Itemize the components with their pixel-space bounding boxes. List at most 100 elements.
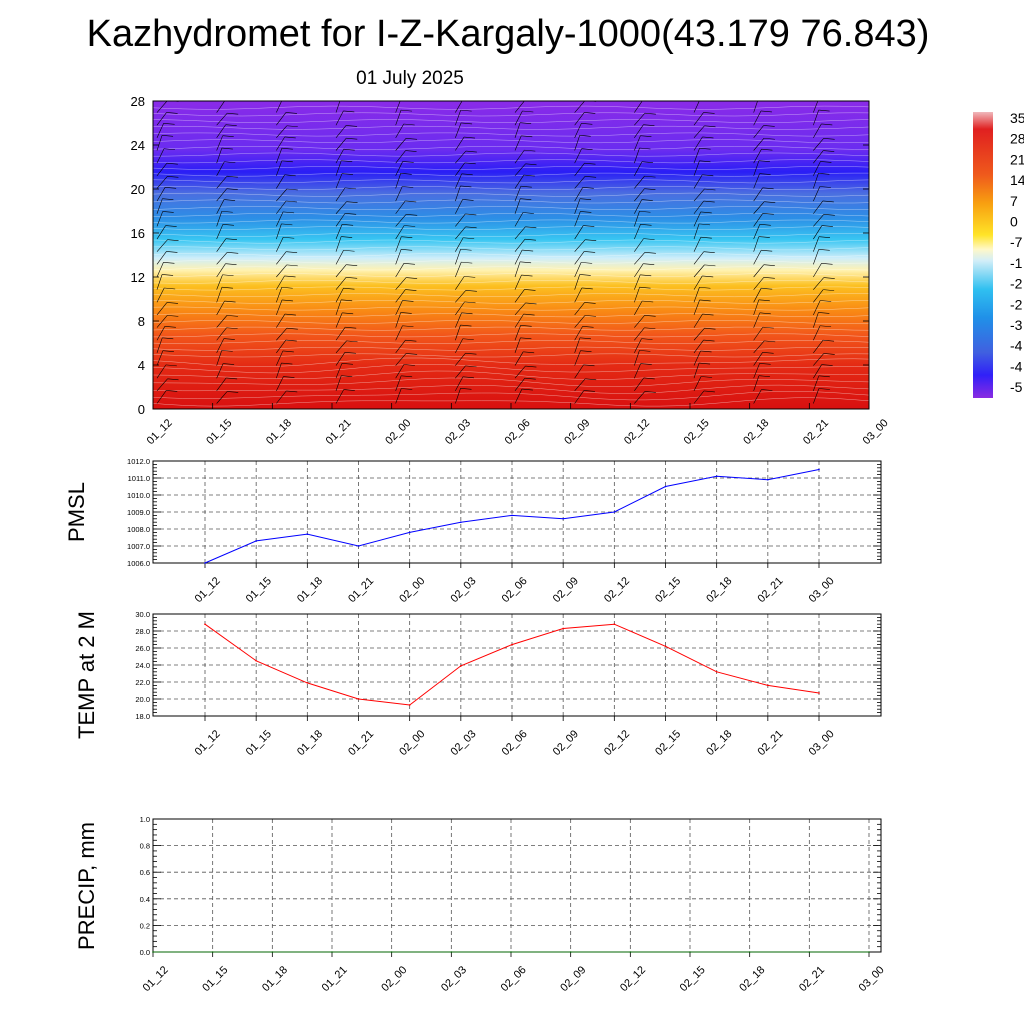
wind-barb bbox=[216, 252, 239, 265]
wind-barb bbox=[813, 353, 835, 366]
wind-barb-flag bbox=[878, 249, 889, 250]
wind-barb-flag bbox=[165, 225, 177, 227]
wind-barb-flag bbox=[166, 162, 178, 165]
wind-barb-flag bbox=[284, 313, 296, 316]
wind-barb-flag bbox=[284, 275, 296, 278]
wind-barb-flag bbox=[343, 389, 355, 391]
wind-barb-flag bbox=[283, 98, 294, 99]
wind-barb-flag bbox=[285, 112, 297, 114]
wind-barb-staff bbox=[335, 148, 344, 164]
wind-barb-staff bbox=[813, 110, 819, 126]
colorbar-ramp bbox=[973, 112, 993, 398]
wind-barb-staff bbox=[514, 351, 524, 366]
wind-barb bbox=[753, 375, 770, 391]
wind-barb-staff bbox=[693, 299, 700, 316]
wind-barb-staff bbox=[276, 223, 282, 240]
wind-barb-flag bbox=[343, 249, 355, 252]
wind-barb bbox=[574, 176, 597, 189]
wind-barb-staff bbox=[276, 237, 284, 252]
colorbar-label: 35 bbox=[1010, 110, 1024, 126]
wind-barb bbox=[156, 262, 175, 278]
wind-barb-flag bbox=[762, 352, 774, 354]
wind-barb-staff bbox=[216, 101, 225, 113]
wind-barb bbox=[395, 172, 412, 189]
wind-barb-staff bbox=[216, 350, 223, 366]
wind-barb bbox=[335, 125, 358, 139]
wind-barb bbox=[753, 201, 776, 214]
wind-barb-flag bbox=[699, 160, 711, 163]
pmsl-x-tick-label: 02_03 bbox=[448, 575, 478, 605]
wind-barb bbox=[813, 325, 832, 341]
pmsl-data-point bbox=[715, 475, 718, 478]
wind-barb bbox=[395, 289, 417, 303]
wind-barb bbox=[395, 236, 413, 252]
wind-barb-staff bbox=[873, 199, 880, 213]
contour-line bbox=[153, 353, 869, 358]
profile-y-tick-label: 28 bbox=[131, 94, 145, 109]
wind-barb bbox=[156, 211, 174, 227]
wind-barb bbox=[276, 251, 298, 265]
wind-barb-flag bbox=[639, 147, 651, 150]
wind-barb bbox=[873, 238, 892, 252]
wind-barb-flag bbox=[644, 188, 656, 191]
wind-barb bbox=[813, 375, 830, 391]
wind-barb-staff bbox=[634, 287, 640, 303]
wind-barb-flag bbox=[879, 313, 890, 314]
wind-barb bbox=[574, 135, 591, 151]
pmsl-data-point bbox=[767, 478, 769, 481]
wind-barb-staff bbox=[276, 264, 287, 278]
wind-barb-staff bbox=[813, 375, 820, 391]
wind-barb bbox=[514, 302, 537, 316]
wind-barb-staff bbox=[634, 135, 641, 151]
wind-barb-flag bbox=[463, 237, 475, 240]
wind-barb bbox=[693, 211, 712, 227]
wind-barb-staff bbox=[156, 378, 168, 392]
wind-barb-flag bbox=[760, 110, 772, 113]
wind-barb bbox=[216, 224, 234, 240]
wind-barb-staff bbox=[156, 163, 168, 176]
colorbar-label: -3 bbox=[1010, 317, 1023, 333]
wind-barb-flag bbox=[761, 287, 773, 290]
profile-y-tick-label: 8 bbox=[138, 314, 145, 329]
wind-barb-staff bbox=[693, 101, 700, 113]
wind-barb bbox=[216, 377, 238, 392]
wind-barb-staff bbox=[753, 138, 765, 151]
wind-barb-staff bbox=[514, 122, 521, 138]
wind-barb-flag bbox=[699, 147, 711, 150]
wind-barb bbox=[216, 274, 234, 290]
wind-barb-flag bbox=[583, 364, 595, 367]
wind-barb bbox=[813, 225, 833, 240]
wind-barb-staff bbox=[574, 287, 583, 303]
wind-barb-flag bbox=[341, 236, 353, 238]
wind-barb bbox=[574, 198, 592, 214]
wind-barb-flag bbox=[818, 109, 830, 112]
wind-barb-staff bbox=[335, 299, 342, 316]
wind-barb-flag bbox=[878, 325, 889, 326]
wind-barb-flag bbox=[764, 201, 776, 204]
wind-barb-flag bbox=[520, 122, 532, 124]
contour-line bbox=[153, 226, 869, 231]
wind-barb-staff bbox=[455, 185, 461, 202]
wind-barb-flag bbox=[640, 135, 652, 137]
wind-barb bbox=[574, 162, 596, 176]
wind-barb-staff bbox=[335, 110, 344, 126]
temp-y-tick-label: 22.0 bbox=[135, 678, 150, 687]
wind-barb-flag bbox=[643, 124, 655, 126]
wind-barb-flag bbox=[821, 225, 833, 227]
wind-barb-staff bbox=[873, 99, 881, 113]
wind-barb bbox=[156, 378, 179, 392]
wind-barb-staff bbox=[395, 300, 403, 316]
wind-barb-staff bbox=[455, 150, 467, 164]
contour-line bbox=[153, 273, 869, 277]
profile-x-tick-label: 01_21 bbox=[324, 417, 354, 447]
wind-barb-flag bbox=[644, 252, 656, 254]
wind-barb-flag bbox=[402, 300, 414, 302]
wind-barb bbox=[514, 163, 537, 176]
wind-barb-flag bbox=[166, 112, 178, 114]
temp-data-point bbox=[818, 692, 820, 694]
wind-barb-flag bbox=[582, 187, 594, 189]
wind-barb-staff bbox=[395, 263, 405, 278]
wind-barb-flag bbox=[341, 375, 353, 378]
wind-barb bbox=[335, 375, 353, 391]
precip-data-point bbox=[390, 951, 393, 953]
